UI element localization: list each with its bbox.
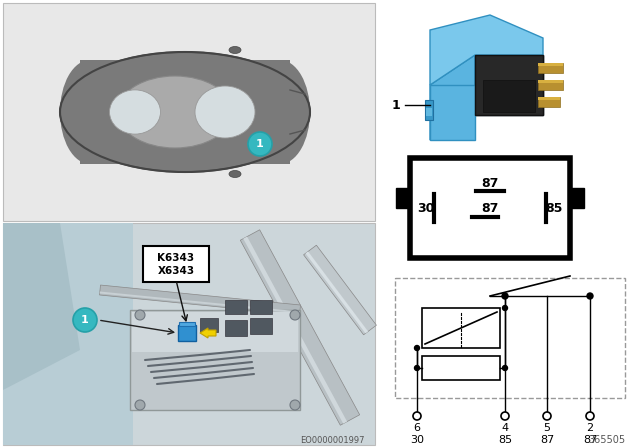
Text: 85: 85 — [545, 202, 563, 215]
Text: 5: 5 — [543, 423, 550, 433]
Ellipse shape — [250, 60, 310, 164]
Ellipse shape — [195, 86, 255, 138]
Circle shape — [502, 366, 508, 370]
Text: X6343: X6343 — [157, 266, 195, 276]
Text: 87: 87 — [481, 202, 499, 215]
Bar — [250, 318, 272, 334]
Bar — [225, 300, 247, 314]
Bar — [132, 312, 298, 352]
Ellipse shape — [229, 47, 241, 53]
Text: 1: 1 — [256, 139, 264, 149]
Polygon shape — [305, 251, 368, 333]
Bar — [178, 325, 196, 341]
Bar — [475, 55, 543, 115]
Text: 87: 87 — [583, 435, 597, 445]
FancyBboxPatch shape — [143, 246, 209, 282]
Bar — [538, 63, 563, 73]
Circle shape — [73, 308, 97, 332]
Bar — [475, 55, 543, 115]
Circle shape — [586, 412, 594, 420]
Circle shape — [502, 293, 508, 299]
Text: 1: 1 — [391, 99, 400, 112]
Bar — [538, 63, 563, 66]
Polygon shape — [100, 292, 300, 314]
Circle shape — [543, 412, 551, 420]
Bar — [3, 3, 375, 221]
Text: EO0000001997: EO0000001997 — [301, 435, 365, 444]
Text: 4: 4 — [501, 423, 509, 433]
Circle shape — [290, 400, 300, 410]
Polygon shape — [430, 15, 543, 85]
Text: 85: 85 — [498, 435, 512, 445]
Text: 87: 87 — [540, 435, 554, 445]
Bar — [538, 80, 563, 83]
Ellipse shape — [60, 60, 120, 164]
Circle shape — [415, 366, 419, 370]
Bar — [538, 97, 560, 107]
Bar — [475, 55, 543, 115]
Bar — [426, 108, 432, 116]
Text: 30: 30 — [410, 435, 424, 445]
Ellipse shape — [118, 76, 232, 148]
Text: 87: 87 — [481, 177, 499, 190]
Text: 2: 2 — [586, 423, 593, 433]
Bar — [483, 80, 535, 112]
Bar — [3, 223, 133, 445]
Ellipse shape — [229, 171, 241, 177]
Circle shape — [413, 412, 421, 420]
Bar — [425, 100, 433, 120]
Text: 1: 1 — [81, 315, 89, 325]
Circle shape — [135, 400, 145, 410]
Bar — [250, 300, 272, 314]
Circle shape — [502, 306, 508, 310]
Ellipse shape — [109, 90, 161, 134]
Bar — [538, 97, 560, 100]
Ellipse shape — [60, 52, 310, 172]
Text: K6343: K6343 — [157, 253, 195, 263]
Bar — [3, 223, 375, 445]
Text: 30: 30 — [417, 202, 435, 215]
Polygon shape — [99, 285, 301, 315]
Bar — [396, 188, 410, 208]
Bar — [179, 322, 195, 326]
Bar — [430, 85, 475, 140]
Polygon shape — [243, 237, 347, 424]
Circle shape — [415, 345, 419, 350]
Bar — [225, 320, 247, 336]
Circle shape — [135, 310, 145, 320]
Circle shape — [587, 293, 593, 299]
Circle shape — [290, 310, 300, 320]
Bar — [200, 318, 218, 332]
Bar — [378, 0, 640, 448]
Bar — [130, 310, 300, 410]
FancyArrow shape — [200, 328, 216, 338]
Circle shape — [501, 412, 509, 420]
Text: 365505: 365505 — [588, 435, 625, 445]
Bar — [410, 158, 570, 258]
Polygon shape — [430, 55, 475, 140]
Circle shape — [248, 132, 272, 156]
Text: 6: 6 — [413, 423, 420, 433]
Bar — [80, 60, 290, 164]
Polygon shape — [303, 245, 376, 335]
Polygon shape — [3, 223, 80, 390]
Bar — [422, 356, 500, 380]
Bar — [422, 308, 500, 348]
Polygon shape — [241, 230, 360, 425]
Bar — [570, 188, 584, 208]
Bar — [538, 80, 563, 90]
Bar — [395, 278, 625, 398]
